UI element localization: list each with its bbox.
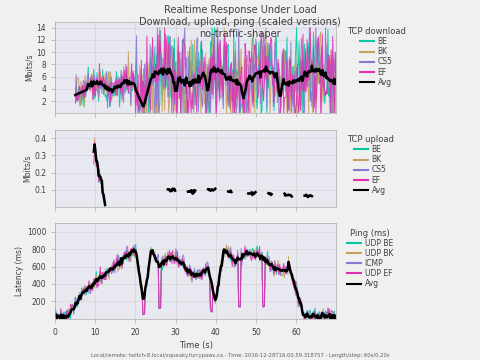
Text: Local/remote: twitch-8.local/squeaky.furrypaws.ca - Time: 2016-12-28T16.00.59.31: Local/remote: twitch-8.local/squeaky.fur… bbox=[91, 353, 389, 358]
Legend: BE, BK, CS5, EF, Avg: BE, BK, CS5, EF, Avg bbox=[346, 26, 408, 88]
Legend: UDP BE, UDP BK, ICMP, UDP EF, Avg: UDP BE, UDP BK, ICMP, UDP EF, Avg bbox=[346, 227, 395, 290]
Y-axis label: Mbits/s: Mbits/s bbox=[25, 54, 34, 81]
Legend: BE, BK, CS5, EF, Avg: BE, BK, CS5, EF, Avg bbox=[346, 134, 396, 196]
X-axis label: Time (s): Time (s) bbox=[179, 341, 213, 350]
Y-axis label: Latency (ms): Latency (ms) bbox=[15, 246, 24, 296]
Y-axis label: Mbits/s: Mbits/s bbox=[22, 154, 31, 182]
Text: Realtime Response Under Load
Download, upload, ping (scaled versions)
no-traffic: Realtime Response Under Load Download, u… bbox=[139, 5, 341, 39]
